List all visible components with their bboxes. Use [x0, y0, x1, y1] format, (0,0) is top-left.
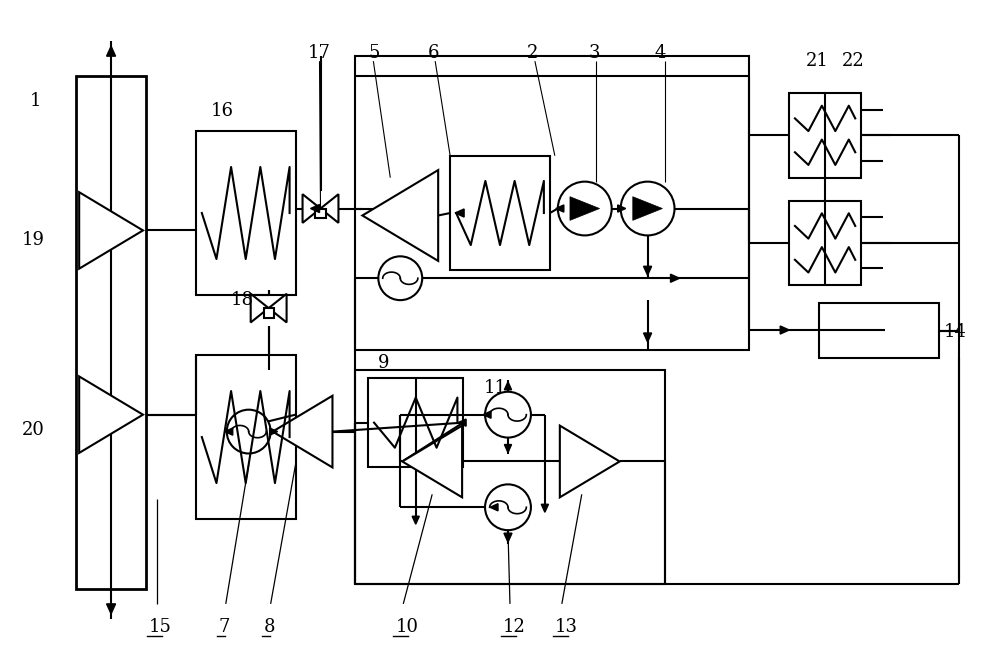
Polygon shape — [455, 209, 464, 217]
Bar — [196, 131, 296, 295]
Text: 5: 5 — [368, 44, 380, 62]
Polygon shape — [458, 419, 466, 426]
Bar — [315, 208, 326, 218]
Text: 2: 2 — [527, 44, 538, 62]
Polygon shape — [402, 426, 462, 497]
Polygon shape — [107, 604, 116, 614]
Polygon shape — [560, 426, 620, 497]
Bar — [355, 56, 749, 350]
Text: 3: 3 — [589, 44, 600, 62]
Polygon shape — [556, 205, 564, 212]
Circle shape — [378, 257, 422, 300]
Text: 14: 14 — [944, 323, 967, 341]
Bar — [76, 76, 146, 589]
Polygon shape — [107, 46, 116, 56]
Polygon shape — [618, 205, 626, 212]
Bar — [789, 93, 861, 178]
Text: 7: 7 — [219, 618, 230, 636]
Text: 20: 20 — [21, 421, 44, 439]
Bar — [355, 370, 665, 584]
Text: 6: 6 — [428, 44, 440, 62]
Polygon shape — [644, 333, 652, 342]
Polygon shape — [79, 192, 143, 269]
Circle shape — [621, 182, 675, 235]
Text: 18: 18 — [231, 291, 254, 309]
Polygon shape — [780, 326, 789, 334]
Text: 11: 11 — [484, 379, 507, 397]
Polygon shape — [303, 194, 320, 223]
Text: 19: 19 — [21, 231, 44, 249]
Polygon shape — [79, 377, 143, 453]
Bar — [264, 308, 274, 318]
Polygon shape — [504, 444, 512, 452]
Bar — [368, 378, 463, 468]
Polygon shape — [504, 382, 512, 389]
Text: 10: 10 — [395, 618, 418, 636]
Bar — [196, 355, 296, 519]
Bar — [450, 156, 550, 271]
Text: 12: 12 — [503, 618, 526, 636]
Text: 13: 13 — [555, 618, 578, 636]
Bar — [819, 303, 939, 358]
Polygon shape — [311, 204, 320, 212]
Polygon shape — [225, 428, 233, 435]
Circle shape — [485, 391, 531, 438]
Polygon shape — [362, 170, 438, 261]
Text: 9: 9 — [378, 354, 390, 372]
Polygon shape — [412, 516, 419, 524]
Polygon shape — [541, 504, 548, 512]
Text: 21: 21 — [806, 52, 829, 70]
Polygon shape — [671, 274, 680, 283]
Circle shape — [558, 182, 612, 235]
Polygon shape — [269, 294, 287, 323]
Text: 16: 16 — [211, 102, 234, 120]
Polygon shape — [504, 533, 512, 542]
Text: 1: 1 — [29, 92, 41, 110]
Polygon shape — [633, 196, 662, 220]
Polygon shape — [644, 267, 652, 275]
Bar — [789, 200, 861, 285]
Text: 8: 8 — [264, 618, 275, 636]
Polygon shape — [320, 194, 338, 223]
Text: 15: 15 — [149, 618, 172, 636]
Polygon shape — [483, 411, 491, 418]
Polygon shape — [490, 504, 498, 511]
Text: 4: 4 — [655, 44, 666, 62]
Polygon shape — [251, 294, 269, 323]
Circle shape — [227, 409, 271, 454]
Polygon shape — [273, 395, 332, 468]
Text: 17: 17 — [308, 44, 330, 62]
Text: 22: 22 — [842, 52, 865, 70]
Polygon shape — [570, 196, 600, 220]
Polygon shape — [270, 428, 278, 435]
Circle shape — [485, 484, 531, 530]
